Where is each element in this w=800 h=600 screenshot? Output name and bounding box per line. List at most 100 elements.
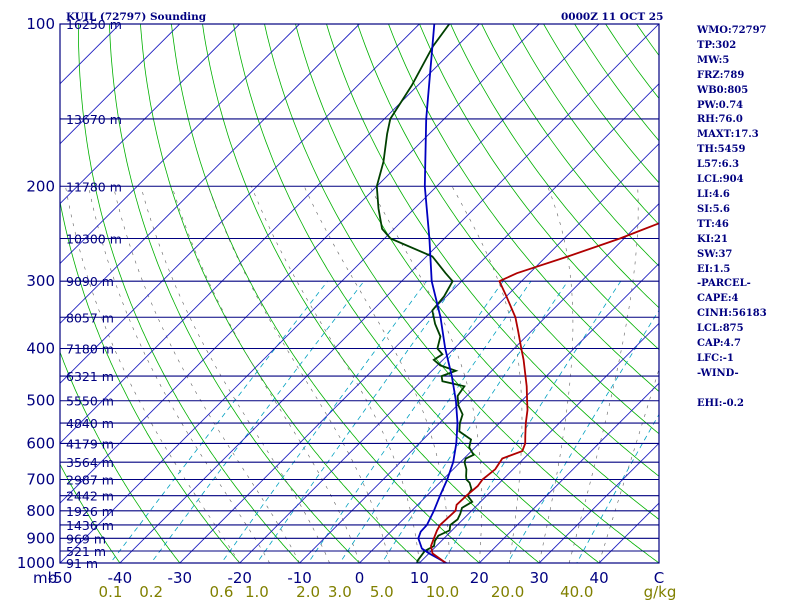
index-line: TT:46 [697, 218, 729, 230]
pressure-tick-label: 1000 [17, 554, 55, 572]
index-line: SI:5.6 [697, 203, 730, 215]
height-label: 6321 m [66, 369, 114, 384]
index-line: WB0:805 [697, 84, 749, 96]
temperature-tick-label: 10 [410, 569, 429, 587]
index-line: TH:5459 [697, 144, 746, 156]
dry-adiabat [202, 24, 540, 563]
pressure-tick-label: 800 [26, 502, 55, 520]
isotherm [119, 24, 659, 563]
mixing-ratio-line [150, 280, 365, 563]
height-label: 3564 m [66, 455, 114, 470]
temperature-tick-label: -20 [227, 569, 252, 587]
dry-adiabat [357, 24, 659, 435]
height-label: 13670 m [66, 112, 122, 127]
height-label: 4179 m [66, 436, 114, 451]
dry-adiabat [233, 24, 600, 563]
isotherm [358, 262, 659, 563]
mixing-ratio-line [339, 280, 532, 563]
index-line: EHI:-0.2 [697, 397, 744, 409]
isotherm [60, 24, 480, 444]
index-line: KI:21 [697, 233, 728, 245]
pressure-tick-label: 300 [26, 272, 55, 290]
index-line: RH:76.0 [697, 114, 743, 126]
isotherm [538, 442, 659, 563]
height-label: 7180 m [66, 342, 114, 357]
mixing-ratio-line [381, 280, 569, 563]
height-label: 2442 m [66, 489, 114, 504]
moist-adiabat [140, 186, 330, 563]
temperature-tick-label: 0 [355, 569, 365, 587]
isotherm [60, 24, 420, 384]
index-line: PW:0.74 [697, 99, 744, 111]
height-label: 4840 m [66, 416, 114, 431]
height-label: 2987 m [66, 473, 114, 488]
dry-adiabat [450, 24, 659, 309]
index-line: MAXT:17.3 [697, 129, 759, 141]
temperature-tick-label: -30 [168, 569, 193, 587]
index-line: LFC:-1 [697, 352, 734, 364]
temperature-tick-label: 20 [470, 569, 489, 587]
dry-adiabat [139, 24, 420, 563]
index-line: CAPE:4 [697, 293, 739, 305]
dry-adiabat [108, 24, 361, 563]
mixing-ratio-label: 10.0 [426, 583, 459, 600]
index-line: LCL:904 [697, 174, 744, 186]
index-line: -PARCEL- [697, 278, 751, 290]
mixing-ratio-label: 0.2 [139, 583, 163, 600]
dry-adiabat [295, 24, 659, 520]
dry-adiabat [60, 351, 181, 563]
index-line: FRZ:789 [697, 69, 745, 81]
index-line: L57:6.3 [697, 159, 740, 171]
chart-title: KUIL (72797) Sounding [66, 11, 207, 23]
pressure-tick-label: 900 [26, 529, 55, 547]
isotherm [478, 382, 659, 563]
plot-frame [59, 23, 660, 564]
temperature-trace [430, 222, 659, 563]
index-line: SW:37 [697, 248, 733, 260]
dry-adiabat [170, 24, 480, 563]
dry-adiabat [419, 24, 659, 351]
height-label: 91 m [66, 556, 98, 571]
pressure-tick-label: 600 [26, 434, 55, 452]
mixing-ratio-line [109, 280, 328, 563]
index-line: MW:5 [697, 54, 730, 66]
index-line: EI:1.5 [697, 263, 731, 275]
isotherm [179, 83, 659, 563]
height-label: 969 m [66, 531, 106, 546]
index-line: WMO:72797 [697, 25, 767, 36]
mixing-ratio-line [256, 280, 459, 563]
temperature-tick-label: 40 [590, 569, 609, 587]
indices-panel: WMO:72797 TP:302 MW:5 FRZ:789 WB0:805 PW:0.74… [697, 24, 797, 412]
mixing-ratio-unit: g/kg [644, 583, 677, 600]
temperature-tick-label: -50 [48, 569, 73, 587]
index-line: -WIND- [697, 367, 739, 379]
temperature-tick-label: -40 [108, 569, 133, 587]
isotherm [239, 143, 659, 563]
index-line [697, 382, 797, 397]
isotherm [60, 24, 181, 145]
index-line: TP:302 [697, 39, 737, 51]
moist-adiabat [113, 186, 300, 563]
axis-label-c: C [654, 569, 664, 587]
height-label: 9090 m [66, 274, 114, 289]
isotherm [60, 24, 540, 504]
moist-adiabat [598, 368, 659, 563]
pressure-tick-label: 400 [26, 340, 55, 358]
dry-adiabat [388, 24, 659, 392]
dry-adiabat [326, 24, 659, 477]
dry-adiabat [481, 24, 659, 267]
axis-label-mb: mb [33, 569, 57, 587]
isotherm [60, 24, 61, 25]
parcel-trace [417, 24, 459, 563]
temperature-tick-label: 30 [530, 569, 549, 587]
height-label: 1436 m [66, 518, 114, 533]
mixing-ratio-label: 2.0 [296, 583, 320, 600]
pressure-tick-label: 200 [26, 177, 55, 195]
moist-adiabat [208, 186, 390, 563]
mixing-ratio-label: 0.1 [99, 583, 123, 600]
dry-adiabat [264, 24, 659, 563]
index-line: CINH:56183 [697, 308, 767, 320]
index-line: LCL:875 [697, 323, 744, 335]
valid-time: 0000Z 11 OCT 25 [561, 11, 663, 23]
